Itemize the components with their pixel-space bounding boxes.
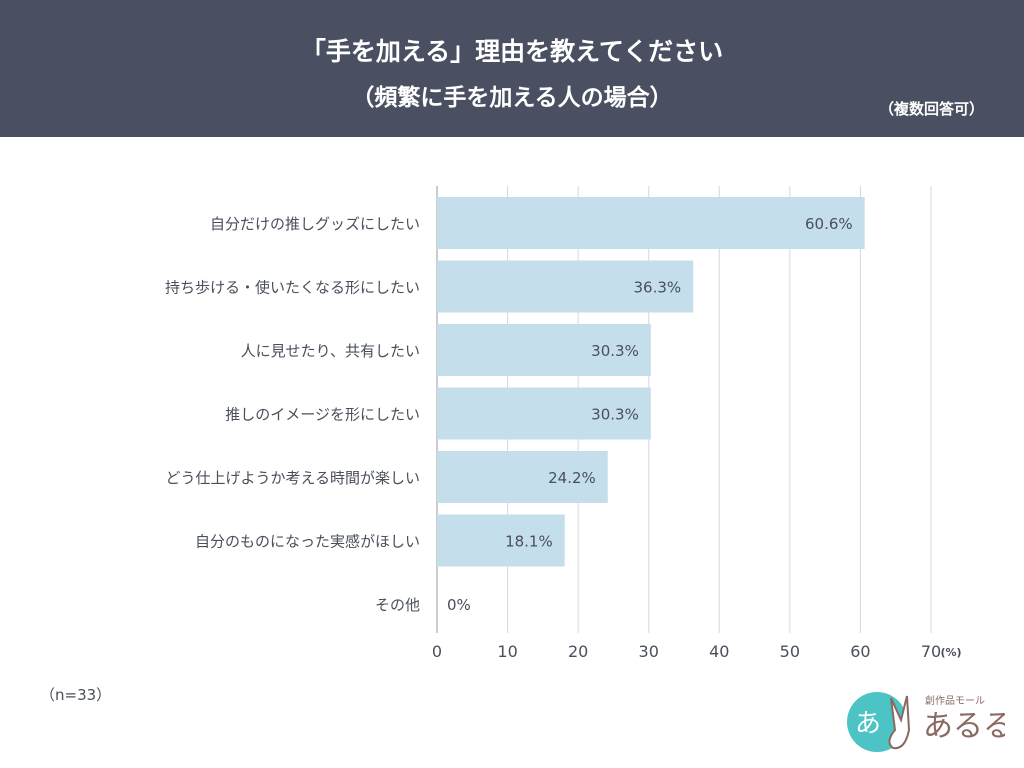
- x-tick-label: 30: [639, 642, 659, 661]
- x-tick-label: 40: [709, 642, 729, 661]
- category-label: 自分のものになった実感がほしい: [195, 533, 420, 551]
- x-tick-label: 70: [921, 642, 941, 661]
- sample-size: （n=33）: [40, 686, 112, 704]
- data-label: 36.3%: [634, 279, 682, 297]
- bar: [437, 387, 651, 440]
- data-label: 60.6%: [805, 215, 853, 233]
- svg-text:あ: あ: [855, 709, 881, 739]
- data-label: 18.1%: [505, 533, 553, 551]
- header: 「手を加える」理由を教えてください （頻繁に手を加える人の場合） （複数回答可）: [0, 0, 1024, 137]
- category-label: 推しのイメージを形にしたい: [225, 406, 420, 424]
- category-label: 人に見せたり、共有したい: [241, 342, 420, 360]
- svg-text:あるる: あるる: [923, 709, 1005, 744]
- bar: [437, 197, 865, 249]
- multiple-answer-note: （複数回答可）: [878, 100, 984, 118]
- chart-subtitle: （頻繁に手を加える人の場合）: [351, 85, 673, 111]
- category-label: その他: [375, 596, 420, 614]
- bar: [437, 324, 651, 376]
- bar: [437, 514, 565, 567]
- x-tick-label: 50: [780, 642, 800, 661]
- x-unit-label: (%): [940, 646, 961, 659]
- category-label: 自分だけの推しグッズにしたい: [210, 215, 420, 233]
- category-label: どう仕上げようか考える時間が楽しい: [165, 469, 420, 487]
- category-label: 持ち歩ける・使いたくなる形にしたい: [165, 279, 420, 297]
- x-tick-label: 20: [568, 642, 588, 661]
- x-tick-label: 60: [850, 642, 870, 661]
- data-label: 30.3%: [591, 406, 639, 424]
- data-label: 30.3%: [591, 342, 639, 360]
- chart-title: 「手を加える」理由を教えてください: [300, 37, 724, 66]
- svg-text:創作品モール: 創作品モール: [925, 695, 985, 707]
- x-tick-label: 0: [432, 642, 442, 661]
- x-tick-label: 10: [497, 642, 517, 661]
- bar: [437, 451, 608, 503]
- data-label: 0%: [447, 596, 471, 614]
- bar: [437, 260, 694, 313]
- data-label: 24.2%: [548, 469, 596, 487]
- logo: あ 創作品モール あるる: [845, 690, 1013, 764]
